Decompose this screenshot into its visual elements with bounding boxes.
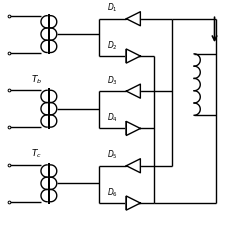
Polygon shape [126, 12, 140, 26]
Text: $T_b$: $T_b$ [31, 73, 43, 86]
Polygon shape [126, 159, 140, 173]
Polygon shape [126, 49, 140, 63]
Text: $D_4$: $D_4$ [107, 112, 117, 124]
Text: $D_5$: $D_5$ [107, 149, 117, 161]
Polygon shape [126, 122, 140, 135]
Text: $D_3$: $D_3$ [107, 74, 117, 87]
Text: $D_2$: $D_2$ [107, 39, 117, 52]
Polygon shape [126, 196, 140, 210]
Text: $D_6$: $D_6$ [107, 186, 117, 199]
Text: $T_c$: $T_c$ [31, 148, 42, 160]
Polygon shape [126, 84, 140, 98]
Text: $D_1$: $D_1$ [107, 2, 117, 14]
